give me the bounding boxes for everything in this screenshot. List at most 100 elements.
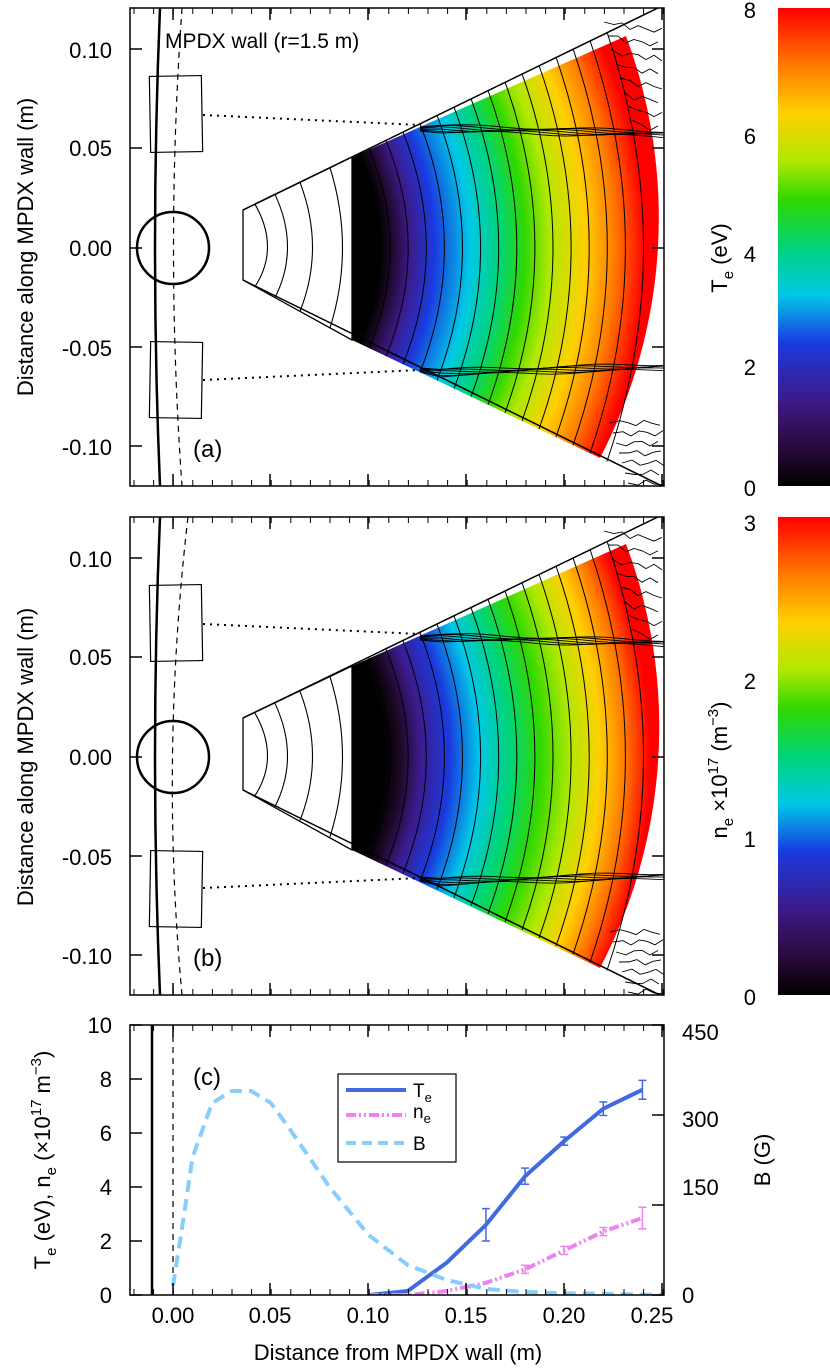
panel-a-outer-contour: [618, 450, 662, 457]
panel-b-plot-area: [135, 517, 664, 1015]
panel-b-contour: [419, 632, 445, 882]
panel-b: (b) 0.10 0.05 0.00 -0.05 -0.10 Distance …: [13, 511, 830, 1015]
panel-c-ytick-0: 0: [100, 1283, 112, 1308]
panel-a-cbar-tick-6: 6: [744, 124, 756, 149]
panel-c: (c) 0.00 0.05 0.10 0.15 0.20 0.25 Distan…: [28, 1013, 775, 1365]
panel-b-probe-region: [242, 664, 353, 852]
panel-a-probe-line-upper: [202, 114, 421, 126]
panel-c-xtick-0: 0.00: [152, 1303, 195, 1328]
panel-c-ylabel-right: B (G): [750, 1134, 775, 1187]
panel-c-ylabel-left: Te (eV), ne (×1017 m−3): [28, 1051, 60, 1270]
panel-a-upper-box: [148, 74, 204, 154]
panel-b-ytick-2: 0.05: [69, 645, 112, 670]
panel-b-ylabel: Distance along MPDX wall (m): [13, 608, 38, 906]
panel-a-wall-arc: [153, 8, 162, 486]
panel-b-ytick-1: 0.10: [69, 547, 112, 572]
panel-a-outer-contour: [634, 501, 660, 506]
panel-b-contour: [589, 549, 626, 963]
panel-c-xtick-2: 0.10: [347, 1303, 390, 1328]
panel-b-density-fan: [352, 544, 660, 968]
panel-a-contours: [254, 21, 664, 506]
panel-c-xtick-3: 0.15: [445, 1303, 488, 1328]
panel-a-outer-contour: [615, 63, 659, 75]
panel-b-contour: [436, 624, 463, 890]
panel-b-outer-contour: [619, 586, 663, 599]
panel-c-y2tick-450: 450: [682, 1020, 719, 1045]
panel-a-contour: [555, 56, 590, 438]
panel-b-outer-contour: [631, 628, 659, 640]
panel-a-fan-upper-edge: [242, 8, 660, 211]
panel-b-outer-contour: [612, 939, 664, 946]
panel-c-y2tick-300: 300: [682, 1107, 719, 1132]
panel-a-colorbar: [778, 8, 830, 486]
panel-a-plot-area: [135, 8, 664, 506]
panel-a-outer-contour: [621, 459, 664, 467]
panel-a-outer-contour: [615, 440, 659, 447]
panel-a-contour: [402, 131, 427, 365]
panel-a-cbar-tick-4: 4: [744, 242, 756, 267]
panel-b-contour: [504, 590, 536, 922]
panel-a-bundle-contour: [419, 369, 664, 378]
series-te-line: [368, 1087, 644, 1295]
panel-c-y2tick-150: 150: [682, 1175, 719, 1200]
panel-a-outer-contour: [624, 469, 660, 476]
panel-a-outer-contour: [631, 119, 659, 131]
panel-a-temperature-fan: [352, 36, 659, 458]
panel-b-probe-line-upper: [202, 623, 421, 635]
panel-a-cbar-tick-2: 2: [744, 355, 756, 380]
panel-b-outer-contour: [631, 999, 657, 1004]
panel-a-contour: [453, 106, 482, 389]
panel-a-outer-contour: [619, 77, 663, 90]
panel-a-inner-contour: [329, 167, 343, 329]
panel-b-bundle-contour: [419, 878, 664, 887]
panel-b-ytick-5: -0.10: [62, 944, 112, 969]
panel-b-outer-contour: [634, 1010, 660, 1015]
panel-a-contour: [385, 140, 409, 357]
panel-a-wall-label: MPDX wall (r=1.5 m): [165, 30, 359, 53]
panel-a-lower-box: [148, 340, 204, 420]
panel-b-ytick-4: -0.05: [62, 845, 112, 870]
panel-a-contour: [606, 31, 644, 462]
panel-a-contour: [521, 73, 554, 422]
panel-b-outer-contour: [611, 558, 663, 571]
panel-a-contour: [419, 123, 445, 373]
panel-c-frame: [129, 1024, 665, 1296]
panel-b-outer-contour: [615, 572, 659, 584]
panel-a-contour: [436, 115, 463, 381]
panel-b-colorbar: [778, 517, 830, 995]
panel-a-cbar-tick-0: 0: [744, 476, 756, 501]
panel-b-outer-contour: [627, 614, 663, 627]
panel-a-ytick-1: 0.10: [69, 38, 112, 63]
panel-a-contour: [589, 40, 626, 454]
panel-b-cbar-tick-1: 1: [744, 827, 756, 852]
panel-c-ytick-8: 8: [100, 1067, 112, 1092]
panel-a-frame: [129, 7, 665, 487]
panel-c-ytick-10: 10: [88, 1013, 112, 1038]
panel-c-ticks: [130, 1024, 664, 1296]
panel-a-dashed-arc: [172, 8, 183, 486]
panel-c-label: (c): [193, 1064, 221, 1091]
panel-a-outer-contour: [623, 91, 659, 104]
panel-a-inner-contour: [274, 194, 288, 298]
panel-b-upper-box: [148, 583, 204, 663]
legend-label-te: Te: [413, 1081, 432, 1105]
panel-a-outer-contour: [607, 35, 659, 47]
panel-a-ticks: [130, 8, 664, 486]
panel-b-contour: [351, 665, 373, 850]
panel-b-ticks: [130, 517, 664, 995]
panel-a: MPDX wall (r=1.5 m) (a) 0.10 0.05 0.00 -…: [13, 0, 830, 506]
panel-b-fan-lower-edge: [242, 789, 662, 995]
panel-b-inner-contour: [254, 712, 269, 796]
panel-b-inner-contour: [274, 703, 288, 807]
panel-a-contour: [351, 156, 373, 341]
panel-c-xtick-1: 0.05: [249, 1303, 292, 1328]
panel-b-wall-arc: [153, 517, 162, 995]
legend-box: [337, 1073, 457, 1163]
panel-b-ytick-3: 0.00: [69, 745, 112, 770]
panel-b-outer-contour: [603, 530, 663, 542]
panel-b-circle-marker: [135, 719, 211, 795]
panel-b-cbar-tick-2: 2: [744, 669, 756, 694]
panel-b-frame: [129, 516, 665, 996]
panel-b-contour: [470, 607, 500, 906]
